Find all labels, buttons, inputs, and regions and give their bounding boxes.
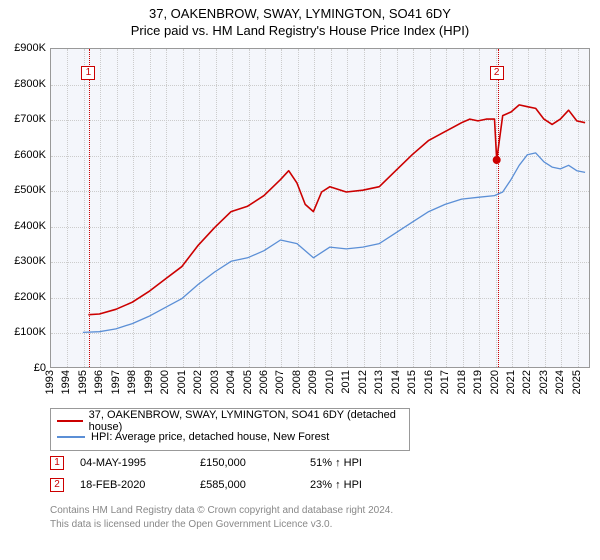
x-axis-label: 1997 bbox=[110, 370, 122, 410]
legend-box: 37, OAKENBROW, SWAY, LYMINGTON, SO41 6DY… bbox=[50, 408, 410, 451]
chart-titles: 37, OAKENBROW, SWAY, LYMINGTON, SO41 6DY… bbox=[0, 0, 600, 38]
transaction-pct: 51% ↑ HPI bbox=[310, 457, 362, 469]
y-axis-label: £900K bbox=[0, 42, 46, 54]
x-axis-label: 2009 bbox=[307, 370, 319, 410]
footer-attribution: Contains HM Land Registry data © Crown c… bbox=[50, 504, 393, 531]
transaction-row: 1 04-MAY-1995 £150,000 51% ↑ HPI bbox=[50, 452, 362, 474]
x-axis-label: 2005 bbox=[242, 370, 254, 410]
y-axis-label: £800K bbox=[0, 78, 46, 90]
x-axis-label: 2011 bbox=[340, 370, 352, 410]
x-axis-label: 2020 bbox=[489, 370, 501, 410]
title-address: 37, OAKENBROW, SWAY, LYMINGTON, SO41 6DY bbox=[0, 6, 600, 21]
transactions-table: 1 04-MAY-1995 £150,000 51% ↑ HPI 2 18-FE… bbox=[50, 452, 362, 496]
title-subtitle: Price paid vs. HM Land Registry's House … bbox=[0, 23, 600, 38]
x-axis-label: 2003 bbox=[209, 370, 221, 410]
legend-row: 37, OAKENBROW, SWAY, LYMINGTON, SO41 6DY… bbox=[57, 413, 403, 429]
x-axis-label: 2012 bbox=[357, 370, 369, 410]
series-line-hpi bbox=[83, 153, 585, 333]
x-axis-label: 2013 bbox=[373, 370, 385, 410]
transaction-price: £585,000 bbox=[200, 479, 310, 491]
legend-swatch bbox=[57, 420, 83, 422]
transaction-pct: 23% ↑ HPI bbox=[310, 479, 362, 491]
y-axis-label: £300K bbox=[0, 255, 46, 267]
legend-label: 37, OAKENBROW, SWAY, LYMINGTON, SO41 6DY… bbox=[89, 409, 403, 433]
legend-label: HPI: Average price, detached house, New … bbox=[91, 431, 329, 443]
transaction-marker: 2 bbox=[50, 478, 64, 492]
x-axis-label: 1998 bbox=[126, 370, 138, 410]
x-axis-label: 2007 bbox=[274, 370, 286, 410]
x-axis-label: 2015 bbox=[406, 370, 418, 410]
x-axis-label: 2002 bbox=[192, 370, 204, 410]
x-axis-label: 2010 bbox=[324, 370, 336, 410]
x-axis-label: 2022 bbox=[521, 370, 533, 410]
x-axis-label: 2000 bbox=[159, 370, 171, 410]
transaction-price: £150,000 bbox=[200, 457, 310, 469]
x-axis-label: 2023 bbox=[538, 370, 550, 410]
x-axis-label: 2001 bbox=[176, 370, 188, 410]
x-axis-label: 2008 bbox=[291, 370, 303, 410]
x-axis-label: 1996 bbox=[93, 370, 105, 410]
footer-line: Contains HM Land Registry data © Crown c… bbox=[50, 504, 393, 518]
chart-lines-svg bbox=[50, 48, 590, 368]
y-axis-label: £400K bbox=[0, 220, 46, 232]
transaction-date: 04-MAY-1995 bbox=[80, 457, 200, 469]
y-axis-label: £100K bbox=[0, 326, 46, 338]
x-axis-label: 2017 bbox=[439, 370, 451, 410]
y-axis-label: £0 bbox=[0, 362, 46, 374]
x-axis-label: 1994 bbox=[60, 370, 72, 410]
x-axis-label: 2019 bbox=[472, 370, 484, 410]
y-axis-label: £500K bbox=[0, 184, 46, 196]
chart-plot-area: £0£100K£200K£300K£400K£500K£600K£700K£80… bbox=[50, 48, 590, 368]
sale-point-dot bbox=[493, 156, 501, 164]
transaction-marker: 1 bbox=[50, 456, 64, 470]
transaction-date: 18-FEB-2020 bbox=[80, 479, 200, 491]
x-axis-label: 2025 bbox=[571, 370, 583, 410]
y-axis-label: £200K bbox=[0, 291, 46, 303]
y-axis-label: £600K bbox=[0, 149, 46, 161]
x-axis-label: 2021 bbox=[505, 370, 517, 410]
transaction-row: 2 18-FEB-2020 £585,000 23% ↑ HPI bbox=[50, 474, 362, 496]
event-marker: 1 bbox=[81, 66, 95, 80]
x-axis-label: 2006 bbox=[258, 370, 270, 410]
x-axis-label: 1993 bbox=[44, 370, 56, 410]
legend-swatch bbox=[57, 436, 85, 438]
x-axis-label: 2024 bbox=[554, 370, 566, 410]
chart-container: 37, OAKENBROW, SWAY, LYMINGTON, SO41 6DY… bbox=[0, 0, 600, 560]
footer-line: This data is licensed under the Open Gov… bbox=[50, 518, 393, 532]
event-marker: 2 bbox=[490, 66, 504, 80]
x-axis-label: 1999 bbox=[143, 370, 155, 410]
x-axis-label: 2018 bbox=[456, 370, 468, 410]
x-axis-label: 2016 bbox=[423, 370, 435, 410]
y-axis-label: £700K bbox=[0, 113, 46, 125]
series-line-property bbox=[88, 105, 585, 315]
x-axis-label: 1995 bbox=[77, 370, 89, 410]
x-axis-label: 2014 bbox=[390, 370, 402, 410]
x-axis-label: 2004 bbox=[225, 370, 237, 410]
